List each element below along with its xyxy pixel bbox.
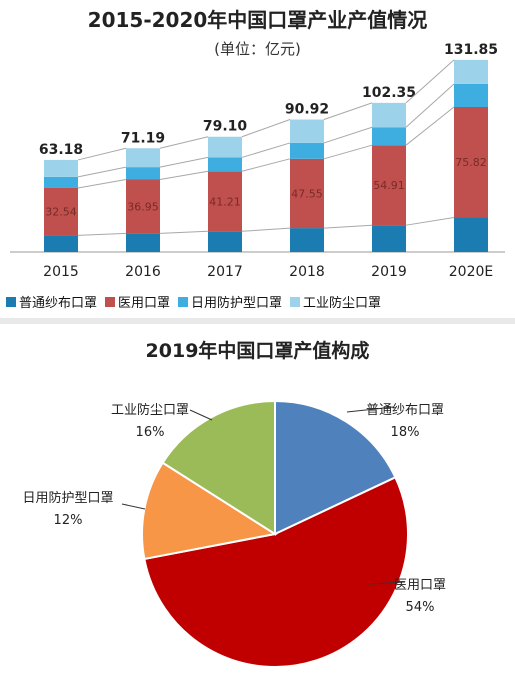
series-connector-line	[241, 227, 291, 232]
legend-item: 普通纱布口罩	[6, 292, 97, 311]
bar-value-label: 32.54	[45, 206, 77, 219]
bar-segment	[290, 119, 324, 143]
series-connector-line	[159, 156, 209, 168]
series-connector-line	[241, 142, 291, 158]
legend-swatch	[105, 296, 116, 307]
bar-value-label: 75.82	[455, 156, 487, 169]
bar-segment	[208, 136, 242, 158]
bar-segment	[126, 148, 160, 168]
legend-swatch	[6, 296, 16, 307]
pie-leader-line	[189, 409, 213, 421]
series-connector-line	[323, 126, 373, 144]
bar-total-label: 102.35	[362, 85, 416, 101]
bar-segment	[372, 225, 406, 252]
series-connector-line	[241, 158, 291, 172]
pie-slice-percent: 18%	[391, 425, 420, 440]
bar-segment	[290, 142, 324, 159]
pie-slice	[161, 399, 276, 536]
bar-segment	[126, 179, 160, 234]
bar-segment	[372, 145, 406, 226]
series-connector-line	[77, 179, 127, 189]
series-connector-line	[159, 136, 209, 149]
pie-slice-percent: 54%	[406, 600, 435, 615]
x-tick-label: 2018	[289, 264, 325, 280]
bar-segment	[290, 158, 324, 229]
legend-label: 工业防尘口罩	[303, 296, 382, 311]
pie-leader-line	[346, 406, 394, 413]
bar-segment	[44, 187, 78, 236]
bar-chart-title: 2015-2020年中国口罩产业产值情况	[87, 8, 428, 32]
series-connector-line	[159, 170, 209, 180]
series-connector-line	[405, 106, 455, 146]
bar-total-label: 79.10	[203, 119, 248, 135]
bar-segment	[208, 231, 242, 252]
bar-segment	[290, 228, 324, 252]
series-connector-line	[405, 216, 455, 226]
bar-segment	[44, 159, 78, 177]
pie-slice-name: 工业防尘口罩	[111, 402, 189, 418]
legend-item: 医用口罩	[105, 292, 170, 311]
legend-swatch	[178, 296, 189, 307]
pie-slice	[143, 476, 409, 668]
x-tick-label: 2015	[43, 264, 79, 280]
series-connector-line	[405, 83, 455, 128]
legend-item: 工业防尘口罩	[290, 292, 381, 311]
pie-slice-name: 医用口罩	[394, 578, 446, 593]
bar-chart-panel: 2015-2020年中国口罩产业产值情况 (单位：亿元) 32.54 63.18 2…	[0, 0, 515, 318]
bar-chart-legend: 普通纱布口罩 医用口罩 日用防护型口罩 工业防尘口罩	[6, 292, 515, 311]
series-connector-line	[77, 232, 127, 236]
bar-segment	[208, 157, 242, 172]
legend-label: 医用口罩	[118, 296, 171, 311]
series-connector-line	[323, 224, 373, 229]
series-connector-line	[323, 102, 373, 120]
pie-slice-percent: 12%	[54, 513, 83, 528]
panel-divider	[0, 318, 515, 324]
bar-total-label: 90.92	[285, 102, 329, 118]
bar-total-label: 63.18	[39, 142, 83, 158]
series-connector-line	[241, 119, 291, 138]
series-connector-line	[77, 147, 127, 161]
bar-segment	[454, 83, 488, 107]
bar-total-label: 131.85	[444, 42, 498, 58]
series-connector-line	[405, 59, 455, 104]
bar-chart: 32.54 63.18 2015 36.95 71.19 2016 41.21 79.10 20…	[10, 42, 505, 280]
bar-value-label: 47.55	[291, 187, 323, 200]
series-connector-line	[159, 230, 209, 234]
bar-segment	[126, 233, 160, 252]
legend-swatch	[290, 296, 301, 307]
series-connector-line	[77, 166, 127, 178]
bar-segment	[372, 102, 406, 128]
pie-slice	[274, 399, 397, 536]
pie-chart-title: 2019年中国口罩产值构成	[145, 340, 370, 362]
bar-value-label: 41.21	[209, 195, 241, 208]
pie-chart-panel: 2019年中国口罩产值构成 普通纱布口罩 18% 医用口罩 54% 日用防护型口罩 12%…	[0, 324, 515, 677]
legend-item: 日用防护型口罩	[178, 292, 282, 311]
legend-label: 普通纱布口罩	[19, 296, 98, 311]
x-tick-label: 2016	[125, 264, 161, 280]
x-tick-label: 2019	[371, 264, 407, 280]
bar-segment	[208, 171, 242, 232]
pie-slice-percent: 16%	[136, 425, 165, 440]
bar-segment	[44, 176, 78, 188]
bar-segment	[126, 167, 160, 180]
pie-leader-line	[121, 503, 146, 510]
bar-segment	[454, 59, 488, 84]
legend-label: 日用防护型口罩	[191, 296, 283, 311]
bar-chart-subtitle: (单位：亿元)	[214, 40, 301, 58]
pie-chart: 普通纱布口罩 18% 医用口罩 54% 日用防护型口罩 12% 工业防尘口罩 16%	[22, 399, 446, 668]
x-tick-label: 2020E	[449, 264, 493, 280]
pie-slice-name: 普通纱布口罩	[366, 403, 444, 418]
bar-total-label: 71.19	[121, 130, 165, 146]
pie-leader-line	[369, 581, 406, 585]
pie-slice-name: 日用防护型口罩	[22, 490, 113, 506]
x-tick-label: 2017	[207, 264, 243, 280]
bar-segment	[454, 217, 488, 252]
bar-segment	[454, 106, 488, 218]
bar-value-label: 36.95	[127, 200, 159, 213]
series-connector-line	[323, 144, 373, 160]
bar-segment	[44, 235, 78, 252]
bar-segment	[372, 127, 406, 146]
bar-value-label: 54.91	[373, 179, 405, 192]
